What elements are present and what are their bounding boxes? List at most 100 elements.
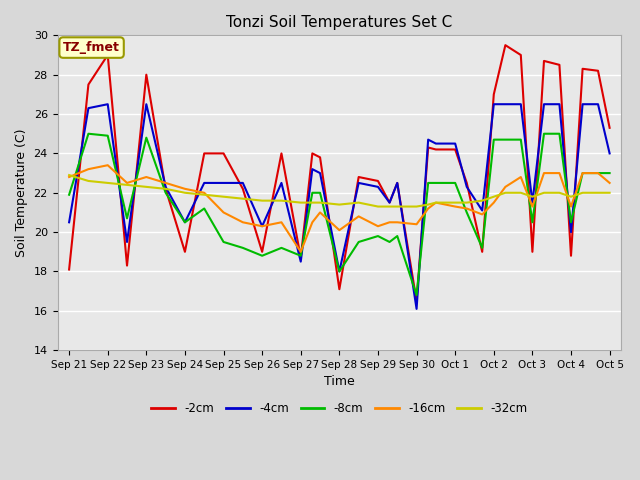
-16cm [143,174,150,180]
-4cm [529,200,536,205]
-16cm [567,204,575,209]
-16cm [579,170,586,176]
-4cm [239,180,246,186]
-2cm [579,66,586,72]
-8cm [556,131,563,137]
-4cm [181,219,189,225]
Y-axis label: Soil Temperature (C): Soil Temperature (C) [15,129,28,257]
-4cm [308,166,316,172]
-32cm [386,204,394,209]
-16cm [394,219,401,225]
-4cm [84,105,92,111]
-8cm [490,137,498,143]
-4cm [278,180,285,186]
-4cm [104,101,111,107]
-16cm [162,180,170,186]
-2cm [162,186,170,192]
-4cm [540,101,548,107]
-8cm [579,170,586,176]
-8cm [104,133,111,139]
-2cm [463,180,470,186]
-16cm [502,184,509,190]
-32cm [123,182,131,188]
-32cm [502,190,509,196]
-32cm [394,204,401,209]
-8cm [606,170,614,176]
-4cm [478,208,486,214]
-2cm [606,125,614,131]
-16cm [490,200,498,205]
-32cm [200,192,208,198]
-2cm [104,52,111,58]
-8cm [84,131,92,137]
-32cm [413,204,420,209]
-32cm [540,190,548,196]
-2cm [143,72,150,78]
-8cm [316,190,324,196]
-2cm [123,263,131,268]
-16cm [278,219,285,225]
-16cm [556,170,563,176]
-32cm [567,194,575,200]
-32cm [606,190,614,196]
-2cm [424,144,432,150]
-16cm [424,205,432,211]
-32cm [143,184,150,190]
-8cm [239,245,246,251]
-32cm [355,200,362,205]
-8cm [594,170,602,176]
-16cm [529,204,536,209]
-8cm [394,233,401,239]
-4cm [143,101,150,107]
-32cm [316,200,324,205]
-8cm [220,239,227,245]
-8cm [335,269,343,275]
-32cm [104,180,111,186]
-2cm [200,151,208,156]
-16cm [239,219,246,225]
-4cm [297,259,305,264]
-16cm [517,174,525,180]
-16cm [200,190,208,196]
-8cm [502,137,509,143]
-16cm [220,210,227,216]
-16cm [463,205,470,211]
-8cm [374,233,382,239]
Line: -8cm: -8cm [69,134,610,295]
-2cm [490,92,498,97]
-8cm [65,192,73,198]
X-axis label: Time: Time [324,375,355,388]
-32cm [239,196,246,202]
-4cm [579,101,586,107]
-32cm [278,198,285,204]
-32cm [517,190,525,196]
-2cm [220,151,227,156]
-4cm [451,141,459,146]
-32cm [424,202,432,207]
-4cm [502,101,509,107]
-2cm [567,253,575,259]
-16cm [451,204,459,209]
-2cm [84,82,92,87]
-16cm [413,221,420,227]
-32cm [463,200,470,205]
-2cm [374,178,382,184]
-2cm [394,180,401,186]
-2cm [316,155,324,160]
-4cm [316,170,324,176]
-2cm [386,200,394,205]
-32cm [220,194,227,200]
-4cm [335,269,343,275]
-8cm [297,253,305,259]
-16cm [606,180,614,186]
-2cm [259,249,266,255]
-16cm [335,228,343,233]
-2cm [517,52,525,58]
Title: Tonzi Soil Temperatures Set C: Tonzi Soil Temperatures Set C [226,15,452,30]
-4cm [424,137,432,143]
-2cm [65,266,73,272]
-8cm [540,131,548,137]
-16cm [104,162,111,168]
-32cm [308,200,316,205]
-4cm [374,184,382,190]
